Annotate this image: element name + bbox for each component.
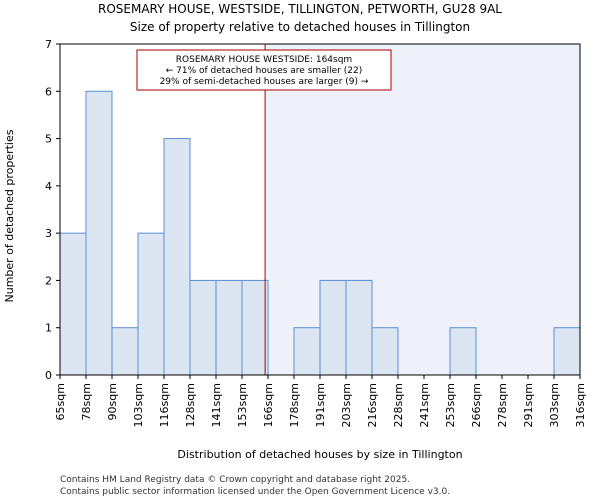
footer-line-1: Contains HM Land Registry data © Crown c… bbox=[60, 475, 410, 485]
bar-303sqm bbox=[553, 327, 581, 376]
annotation-box: ROSEMARY HOUSE WESTSIDE: 164sqm ← 71% of… bbox=[136, 49, 392, 91]
x-ticks-group: 65sqm 78sqm 90sqm 103sqm 116sqm 128sqm 141sqm 1… bbox=[54, 375, 587, 427]
x-tick-label: 116sqm bbox=[158, 383, 171, 427]
x-tick-label: 216sqm bbox=[366, 383, 379, 427]
y-tick-label: 3 bbox=[45, 227, 52, 240]
bar-90sqm bbox=[111, 327, 139, 376]
y-tick-label: 5 bbox=[45, 133, 52, 146]
highlight-region bbox=[265, 44, 580, 375]
bar-103sqm bbox=[137, 232, 165, 376]
x-tick-label: 166sqm bbox=[262, 383, 275, 427]
x-tick-label: 65sqm bbox=[54, 383, 67, 420]
y-tick-label: 0 bbox=[45, 369, 52, 382]
bar-203sqm bbox=[345, 279, 373, 376]
x-axis-label: Distribution of detached houses by size … bbox=[177, 448, 462, 461]
x-tick-label: 303sqm bbox=[548, 383, 561, 427]
bar-191sqm bbox=[319, 279, 347, 376]
x-tick-label: 103sqm bbox=[132, 383, 145, 427]
bar-216sqm bbox=[371, 327, 399, 376]
x-tick-label: 191sqm bbox=[314, 383, 327, 427]
y-tick-label: 6 bbox=[45, 85, 52, 98]
y-ticks-group: 0 1 2 3 4 5 6 7 bbox=[45, 38, 60, 382]
x-tick-label: 153sqm bbox=[236, 383, 249, 427]
annotation-line-3: 29% of semi-detached houses are larger (… bbox=[160, 77, 369, 87]
y-tick-label: 4 bbox=[45, 180, 52, 193]
chart-subtitle: Size of property relative to detached ho… bbox=[130, 20, 470, 34]
x-tick-label: 241sqm bbox=[418, 383, 431, 427]
plot-background bbox=[265, 44, 580, 375]
y-axis-label: Number of detached properties bbox=[3, 129, 16, 302]
y-tick-label: 7 bbox=[45, 38, 52, 51]
bars-group bbox=[59, 90, 581, 376]
x-tick-label: 228sqm bbox=[392, 383, 405, 427]
x-tick-label: 90sqm bbox=[106, 383, 119, 420]
bar-178sqm bbox=[293, 327, 321, 376]
bar-253sqm bbox=[449, 327, 477, 376]
x-tick-label: 291sqm bbox=[522, 383, 535, 427]
bar-141sqm bbox=[215, 279, 243, 376]
x-tick-label: 316sqm bbox=[574, 383, 587, 427]
annotation-line-1: ROSEMARY HOUSE WESTSIDE: 164sqm bbox=[176, 55, 352, 65]
x-tick-label: 128sqm bbox=[184, 383, 197, 427]
x-tick-label: 266sqm bbox=[470, 383, 483, 427]
x-tick-label: 278sqm bbox=[496, 383, 509, 427]
x-tick-label: 78sqm bbox=[80, 383, 93, 420]
bar-65sqm bbox=[59, 232, 87, 376]
x-tick-label: 253sqm bbox=[444, 383, 457, 427]
chart-title: ROSEMARY HOUSE, WESTSIDE, TILLINGTON, PE… bbox=[98, 2, 502, 16]
y-tick-label: 1 bbox=[45, 322, 52, 335]
bar-116sqm bbox=[163, 138, 191, 376]
x-tick-label: 178sqm bbox=[288, 383, 301, 427]
bar-128sqm bbox=[189, 279, 217, 376]
footer-line-2: Contains public sector information licen… bbox=[60, 487, 450, 497]
x-tick-label: 141sqm bbox=[210, 383, 223, 427]
bar-153sqm bbox=[241, 279, 269, 376]
x-tick-label: 203sqm bbox=[340, 383, 353, 427]
bar-78sqm bbox=[85, 90, 113, 376]
y-tick-label: 2 bbox=[45, 274, 52, 287]
annotation-line-2: ← 71% of detached houses are smaller (22… bbox=[166, 66, 363, 76]
